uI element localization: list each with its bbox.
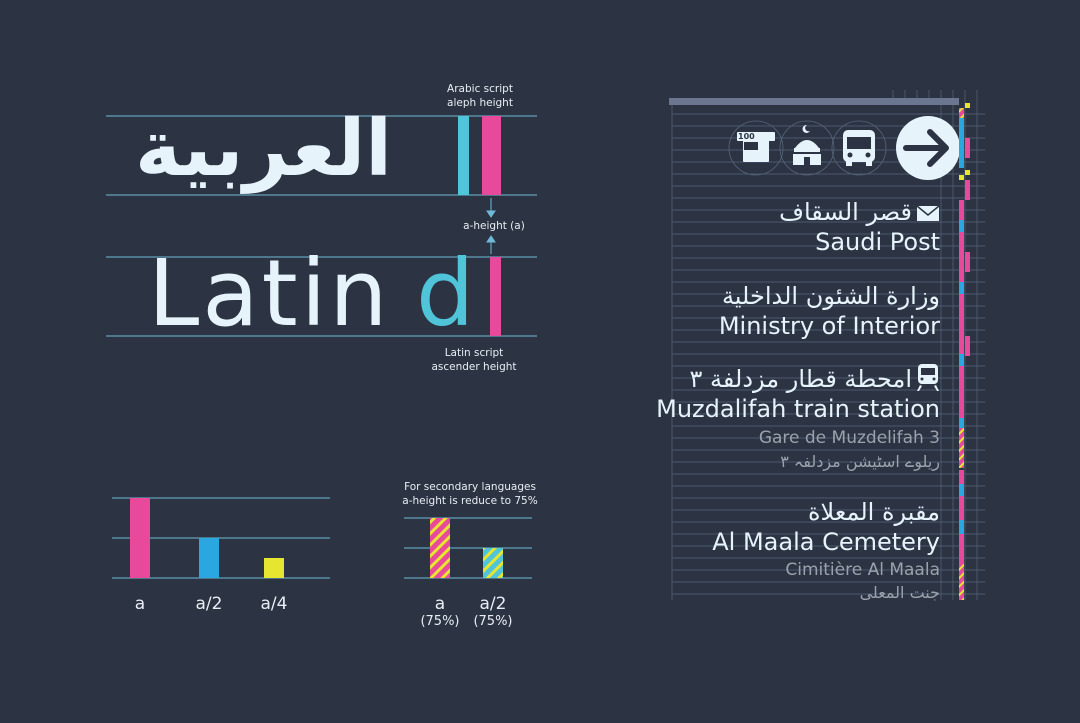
a-height-bar-latin (490, 257, 501, 336)
sign-entry-1-english: Saudi Post (815, 228, 940, 256)
sign-entry-2-arabic: وزارة الشئون الداخلية (721, 282, 940, 310)
sign-entry-4-secondary: Cimitière Al Maala (785, 560, 940, 580)
sign-top-bar (669, 98, 959, 105)
train-icon (917, 364, 939, 391)
bar-a-half-75 (483, 548, 503, 578)
sign-entry-3-secondary: Gare de Muzdelifah 3 (758, 428, 940, 448)
arabic-height-label: Arabic script aleph height (447, 83, 513, 109)
bus-icon (843, 130, 875, 166)
bar-a-half (199, 538, 219, 578)
sign-entry-3-secondary-ar: ریلوے اسٹیشن مزدلفہ ۳ (780, 452, 940, 471)
latin-specimen-word: Latin (148, 240, 391, 347)
bar-a-75 (430, 518, 450, 578)
arrow-right-icon (896, 116, 960, 180)
a-height-bar-arabic (482, 116, 501, 195)
bar-a (130, 498, 150, 578)
sign-entry-2-english: Ministry of Interior (718, 312, 940, 340)
latin-height-label: Latin script ascender height (431, 347, 517, 373)
bar-a-label: a (134, 594, 146, 614)
envelope-icon (916, 205, 940, 221)
mosque-icon (793, 124, 821, 165)
sign-entry-3-english: Muzdalifah train station (656, 395, 940, 423)
arabic-specimen-word: العربية (134, 104, 392, 194)
atm-100-icon (737, 132, 775, 162)
bar-a-half-label: a/2 (195, 594, 223, 614)
sign-marker-bars (959, 103, 970, 600)
atm-label: 100 (738, 132, 755, 141)
latin-specimen-letter: d (416, 240, 478, 347)
bar-a-half-75-label: a/2 (479, 594, 507, 614)
sign-entry-3-arabic: امحطة قطار مزدلفة ٣ (689, 365, 912, 393)
bar-a-75-label: a (434, 594, 446, 614)
bar-a-quarter (264, 558, 284, 578)
sign-entry-1-arabic: قصر السقاف (779, 198, 912, 226)
bar-a-half-75-sub: (75%) (473, 614, 513, 629)
aleph-height-bar (458, 116, 469, 195)
sign-entry-4-secondary-ar: جنت المعلی (859, 583, 940, 602)
secondary-note: For secondary languages a-height is redu… (402, 481, 538, 507)
sign-entry-4-english: Al Maala Cemetery (712, 528, 940, 556)
a-height-label: a-height (a) (463, 220, 525, 232)
bar-a-75-sub: (75%) (420, 614, 460, 629)
bar-a-quarter-label: a/4 (260, 594, 288, 614)
sign-entry-4-arabic: مقبرة المعلاة (807, 498, 940, 526)
